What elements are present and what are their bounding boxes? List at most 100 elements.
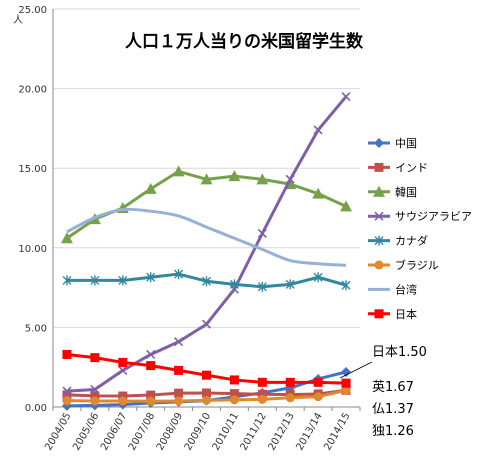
data-point — [146, 361, 156, 371]
data-point — [313, 272, 323, 283]
data-point — [229, 375, 239, 385]
x-tick-label: 2007/08 — [127, 411, 157, 452]
series-4 — [62, 269, 351, 292]
annotation-uk: 英1.67 — [372, 380, 414, 395]
series-line — [66, 207, 347, 267]
chart-title: 人口１万人当りの米国留学生数 — [125, 31, 364, 52]
data-point — [62, 396, 72, 406]
data-point — [229, 395, 239, 405]
data-point — [90, 391, 100, 401]
annotations: 日本1.50 英1.67 仏1.37 独1.26 — [372, 345, 427, 439]
data-point — [174, 269, 184, 280]
legend-label: インド — [395, 161, 428, 174]
annotation-france: 仏1.37 — [372, 402, 414, 417]
data-point — [62, 349, 72, 359]
data-point — [90, 396, 100, 406]
data-point — [144, 182, 157, 194]
legend-marker — [374, 260, 384, 270]
data-point — [62, 386, 72, 396]
data-point — [341, 378, 351, 388]
annotation-germany: 独1.26 — [372, 424, 414, 439]
data-point — [174, 365, 184, 375]
data-point — [202, 276, 211, 287]
data-point — [285, 377, 295, 387]
data-point — [228, 170, 241, 182]
data-point — [229, 279, 239, 290]
y-tick-labels: 0.00 5.00 10.00 15.00 20.00 25.00 — [18, 5, 47, 414]
data-point — [60, 232, 73, 244]
legend-marker — [374, 309, 384, 319]
x-tick-label: 2006/07 — [99, 411, 129, 452]
data-point — [257, 377, 267, 387]
series-line — [66, 95, 348, 393]
gridlines — [53, 8, 360, 408]
data-point — [257, 389, 267, 399]
legend-label: 韓国 — [395, 186, 417, 199]
legend-entry: インド — [368, 161, 428, 174]
data-point — [146, 349, 156, 360]
x-tick-label: 2005/06 — [71, 411, 101, 452]
legend-label: 日本 — [395, 307, 417, 321]
series-layer — [60, 91, 353, 411]
legend-label: 中国 — [395, 137, 417, 150]
data-point — [341, 280, 351, 291]
legend-marker — [374, 235, 384, 246]
legend-label: 台湾 — [395, 282, 417, 296]
data-point — [90, 353, 100, 363]
annotation-pointer — [339, 361, 373, 379]
data-point — [118, 365, 128, 375]
data-point — [62, 390, 72, 400]
x-tick-label: 2009/10 — [183, 411, 213, 452]
data-point — [340, 200, 353, 212]
data-point — [202, 395, 211, 405]
y-tick-label: 10.00 — [18, 244, 47, 255]
legend-label: カナダ — [395, 234, 428, 248]
y-tick-label: 20.00 — [18, 85, 47, 96]
data-point — [118, 391, 128, 401]
legend-entry: サウジアラビア — [368, 210, 472, 223]
series-2 — [60, 165, 353, 244]
data-point — [118, 396, 128, 406]
data-point — [285, 174, 295, 184]
series-3 — [62, 91, 351, 396]
x-tick-label: 2004/05 — [43, 411, 73, 452]
x-tick-label: 2014/15 — [322, 411, 352, 452]
legend-entry: ブラジル — [368, 258, 439, 272]
data-point — [118, 357, 128, 367]
data-point — [341, 91, 351, 102]
legend-marker — [373, 185, 385, 197]
data-point — [229, 389, 239, 399]
annotation-japan: 日本1.50 — [372, 345, 427, 360]
data-point — [285, 393, 295, 403]
legend-label: サウジアラビア — [395, 210, 472, 223]
legend-entry: 台湾 — [368, 282, 417, 296]
y-tick-label: 5.00 — [25, 323, 47, 334]
data-point — [174, 388, 184, 398]
data-point — [90, 384, 100, 395]
legend-entry: 中国 — [368, 137, 417, 150]
data-point — [202, 388, 211, 398]
y-tick-label: 15.00 — [18, 164, 47, 175]
legend-marker — [374, 138, 384, 148]
data-point — [202, 370, 211, 380]
data-point — [313, 392, 323, 402]
series-5 — [62, 385, 351, 406]
data-point — [257, 394, 267, 404]
data-point — [256, 173, 269, 185]
data-point — [146, 272, 156, 283]
data-point — [341, 366, 352, 377]
legend-label: ブラジル — [395, 258, 439, 272]
x-tick-label: 2013/14 — [294, 411, 324, 452]
x-tick-label: 2012/13 — [267, 411, 297, 452]
legend-entry: カナダ — [368, 234, 428, 248]
data-point — [285, 279, 295, 290]
legend-entry: 韓国 — [368, 185, 417, 199]
series-7 — [62, 349, 351, 388]
data-point — [146, 396, 156, 406]
legend-marker — [374, 162, 384, 172]
data-point — [201, 319, 212, 329]
legend-entry: 日本 — [368, 307, 417, 321]
y-axis-unit-label: 人 — [13, 14, 23, 26]
axes — [52, 9, 361, 411]
